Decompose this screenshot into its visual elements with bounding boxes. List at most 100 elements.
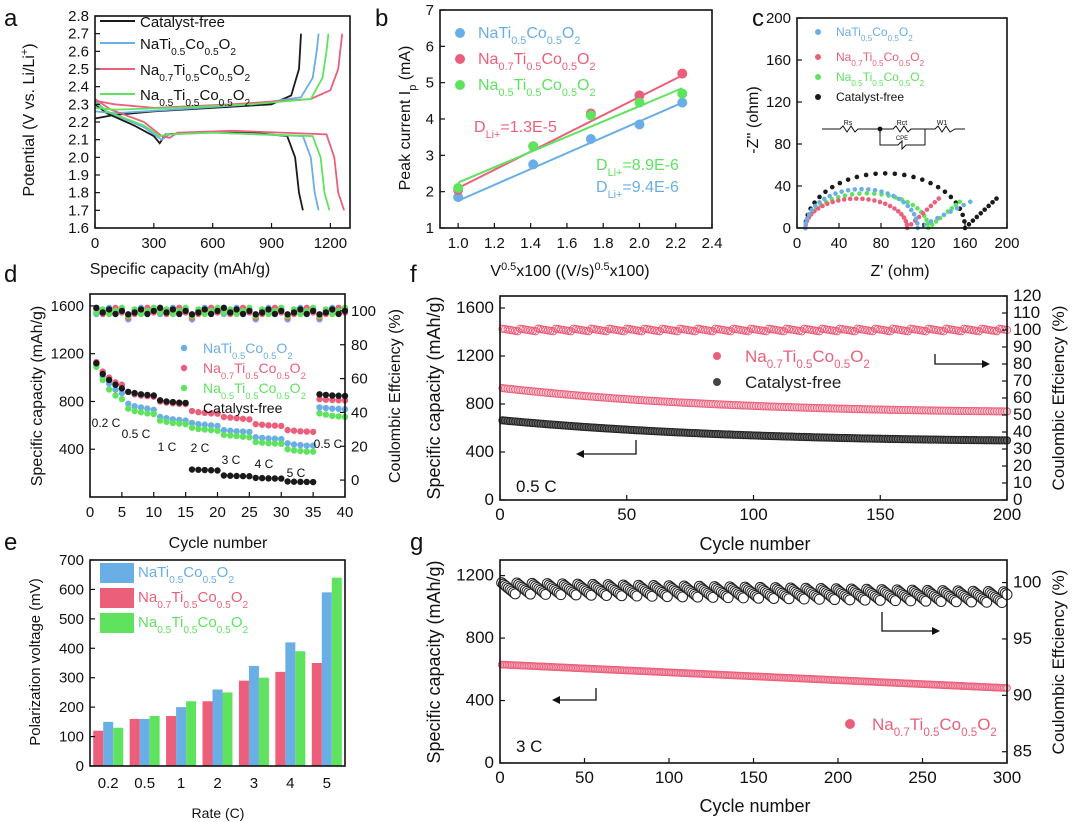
ce-point <box>798 593 810 605</box>
ce-point <box>708 327 718 336</box>
text-span: Li+ <box>608 167 623 179</box>
capacity-point <box>156 417 164 424</box>
text-span: 0.5 <box>562 87 577 99</box>
legend-entry: Na0.7Ti0.5Co0.5O2 <box>478 51 596 73</box>
y2-tick-label: 90 <box>1013 337 1032 356</box>
ce-point <box>813 593 825 605</box>
capacity-point <box>278 440 285 448</box>
y-tick-label: 2.2 <box>68 114 89 131</box>
y2-tick-label: 10 <box>1013 473 1032 492</box>
ce-point <box>722 592 734 604</box>
ce-point <box>616 590 628 602</box>
ce-point <box>93 309 100 316</box>
y-tick-label: 2.6 <box>68 43 89 60</box>
rate-label: 4 C <box>255 457 274 471</box>
data-point <box>978 211 984 216</box>
y2-tick-label: 80 <box>1013 354 1032 373</box>
y-tick-label: 800 <box>59 393 84 410</box>
legend-entry: Na0.7Ti0.5Co0.5O2 <box>140 62 251 84</box>
ce-point <box>246 307 253 315</box>
x-tick-label: 250 <box>908 768 936 787</box>
data-point <box>863 172 869 178</box>
data-point <box>911 174 916 180</box>
y2-axis-label: Coulombic Effciency (%) <box>1049 570 1068 755</box>
data-point <box>942 189 948 195</box>
capacity-point <box>265 422 272 429</box>
ce-point <box>156 304 164 312</box>
y-axis-label: -Z'' (ohm) <box>745 86 762 153</box>
legend-entry: NaTi0.5Co0.5O2 <box>203 340 293 362</box>
ce-point <box>555 589 567 601</box>
data-point <box>857 191 862 196</box>
capacity-point <box>290 427 298 434</box>
text-span: Co <box>199 62 218 79</box>
ce-point <box>233 310 240 318</box>
capacity-point <box>278 422 285 430</box>
text-span: 0.5 <box>923 727 939 739</box>
capacity-point <box>220 413 228 421</box>
x-tick-label: 1200 <box>314 235 347 252</box>
capacity-point <box>258 434 266 442</box>
capacity-point <box>265 475 272 482</box>
y2-tick-label: 70 <box>1013 371 1032 390</box>
capacity-point <box>246 434 253 441</box>
capacity-point <box>329 412 336 419</box>
text-span: O <box>899 25 908 39</box>
data-point <box>634 90 645 101</box>
text-span: 0.5 <box>899 59 911 68</box>
text-span: 2 <box>920 59 925 68</box>
x-tick-label: 5 <box>323 775 331 792</box>
bar <box>202 701 213 766</box>
capacity-point <box>169 398 177 406</box>
text-span: 0.5 <box>171 47 185 58</box>
ce-point <box>220 304 228 312</box>
x-tick-label: 150 <box>739 768 767 787</box>
cpe-element <box>879 129 926 151</box>
ce-point <box>939 327 948 336</box>
y-tick-label: 800 <box>466 628 494 647</box>
text-span: Ti <box>171 614 183 631</box>
capacity-point <box>297 447 304 455</box>
rate-label: 3 C <box>516 737 542 756</box>
capacity-point <box>290 478 298 485</box>
text-span: 0.5 <box>221 391 234 402</box>
panel-b: b1.0 1.2 1.4 1.6 1.8 2.0 2.2 2.41234567V0.5x100… <box>375 2 722 280</box>
y-tick-label: 0 <box>485 490 494 509</box>
x-tick-label: 0.2 <box>98 775 119 792</box>
text-span: 0.5 <box>511 35 526 47</box>
capacity-point <box>220 472 228 479</box>
legend-marker <box>815 94 821 100</box>
capacity-point <box>112 381 119 388</box>
x-tick-label: 100 <box>739 505 767 524</box>
ce-point <box>602 327 611 336</box>
text-span: 0.5 <box>157 625 171 636</box>
text-span: 2 <box>230 47 236 58</box>
text-span: Co <box>526 25 547 42</box>
text-span: Co <box>884 50 900 64</box>
capacity-point <box>195 420 202 428</box>
data-point <box>847 196 853 202</box>
text-span: O <box>290 380 301 396</box>
text-span: Peak current I <box>397 91 414 191</box>
panel-d: d 0 5 10 15 20 25 30 35 40 400 800 1200 1600 0 20 40 60 80… <box>4 261 404 552</box>
text-span: 0.5 <box>159 98 173 109</box>
data-point <box>806 211 812 217</box>
capacity-point <box>246 428 253 436</box>
data-point <box>961 202 966 208</box>
text-span: D <box>474 119 486 136</box>
capacity-point <box>137 391 145 398</box>
data-point <box>829 184 835 190</box>
capacity-point <box>112 392 119 399</box>
capacity-point <box>252 420 259 428</box>
capacity-point <box>207 426 215 434</box>
ce-point <box>144 310 151 318</box>
ce-point <box>233 306 240 313</box>
text-span: Potential (V <box>21 109 38 196</box>
text-span: D <box>596 157 608 174</box>
ce-point <box>316 311 323 318</box>
data-point <box>960 212 965 218</box>
y-tick-label: 1200 <box>51 346 84 363</box>
capacity-point <box>252 474 259 482</box>
ce-point <box>125 311 132 318</box>
y2-tick-label: 100 <box>1013 320 1041 339</box>
